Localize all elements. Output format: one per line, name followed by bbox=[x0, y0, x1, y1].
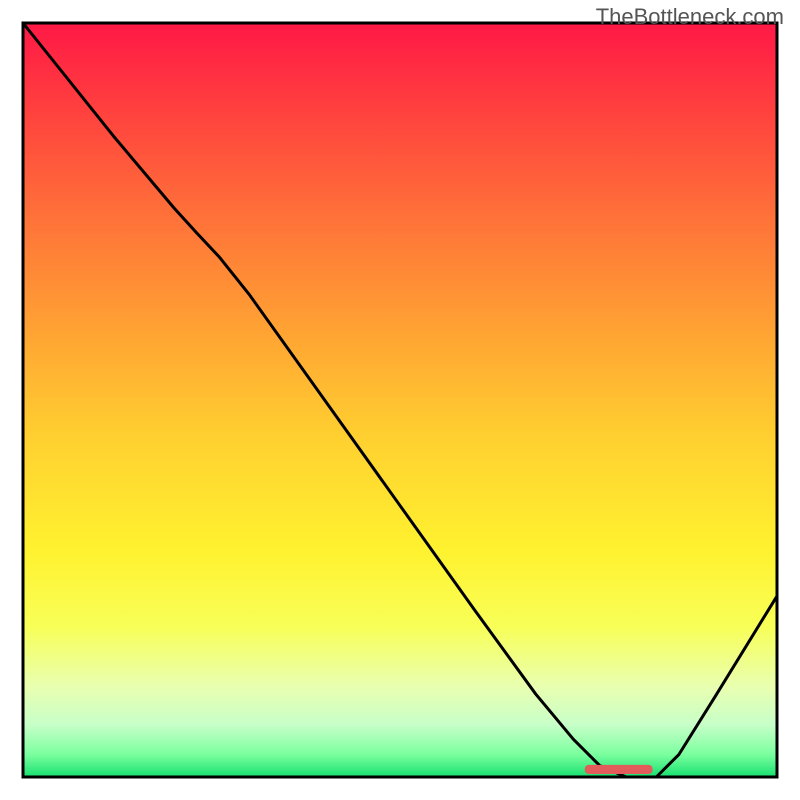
chart-svg bbox=[0, 0, 800, 800]
gradient-background bbox=[23, 23, 777, 777]
bottleneck-chart: TheBottleneck.com bbox=[0, 0, 800, 800]
minimum-marker bbox=[585, 765, 653, 774]
